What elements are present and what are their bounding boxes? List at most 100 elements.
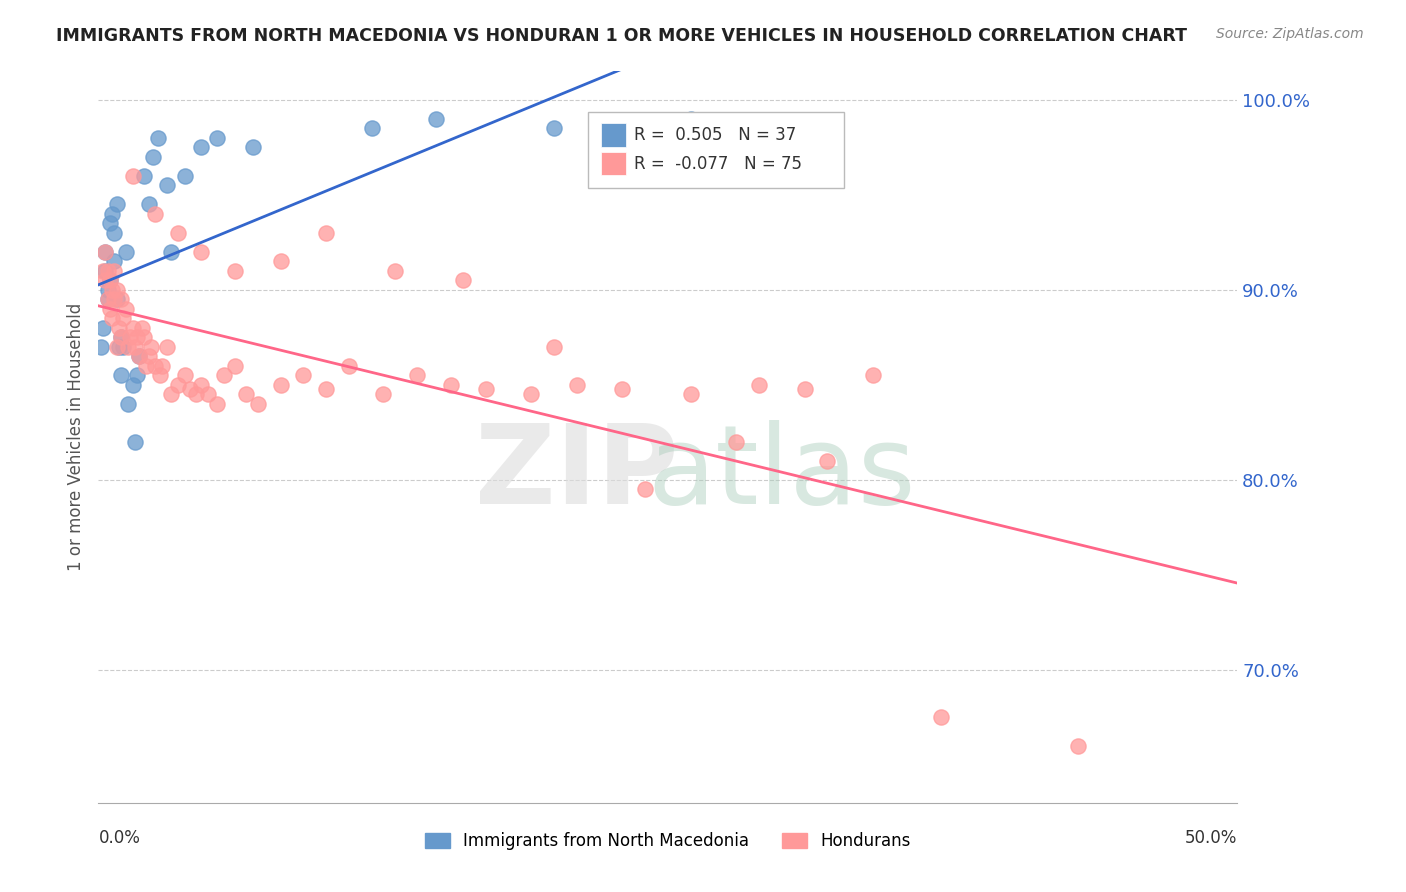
Point (112, 311, 135, 326)
Text: IMMIGRANTS FROM NORTH MACEDONIA VS HONDURAN 1 OR MORE VEHICLES IN HOUSEHOLD CORR: IMMIGRANTS FROM NORTH MACEDONIA VS HONDU… (56, 27, 1187, 45)
Text: Source: ZipAtlas.com: Source: ZipAtlas.com (1216, 27, 1364, 41)
Point (425, 112, 447, 126)
Point (117, 397, 139, 411)
Legend: Immigrants from North Macedonia, Hondurans: Immigrants from North Macedonia, Hondura… (418, 825, 918, 856)
Point (160, 387, 183, 401)
Point (124, 340, 146, 354)
Point (145, 207, 167, 221)
Text: 50.0%: 50.0% (1185, 829, 1237, 847)
Point (110, 330, 132, 344)
Point (98, 273, 121, 287)
Point (156, 178, 179, 193)
Bar (600, 123, 626, 146)
Point (108, 321, 131, 335)
Point (120, 330, 142, 344)
Point (371, 387, 394, 401)
Point (451, 273, 474, 287)
Text: R =  0.505   N = 37: R = 0.505 N = 37 (634, 126, 796, 144)
Point (384, 264, 406, 278)
Point (190, 244, 212, 259)
Point (132, 330, 155, 344)
Point (186, 387, 208, 401)
Point (793, 382, 815, 396)
Y-axis label: 1 or more Vehicles in Household: 1 or more Vehicles in Household (66, 303, 84, 571)
Point (131, 321, 153, 335)
Point (167, 377, 190, 392)
Point (121, 321, 143, 335)
Point (90, 340, 112, 354)
Point (110, 368, 132, 383)
Point (190, 377, 212, 392)
Point (91, 264, 114, 278)
Point (862, 368, 884, 383)
Bar (600, 152, 626, 175)
Point (96, 293, 118, 307)
Point (748, 377, 770, 392)
Text: R =  -0.077   N = 75: R = -0.077 N = 75 (634, 154, 801, 172)
Point (337, 359, 360, 373)
Point (112, 340, 135, 354)
Point (96, 283, 118, 297)
Point (474, 382, 496, 396)
Point (103, 293, 125, 307)
Point (167, 226, 190, 240)
Point (174, 169, 197, 183)
Point (565, 377, 588, 392)
Point (174, 368, 197, 383)
Text: 0.0%: 0.0% (98, 829, 141, 847)
Point (242, 140, 264, 154)
Point (101, 207, 124, 221)
Point (96, 264, 118, 278)
Point (114, 244, 136, 259)
Point (246, 397, 269, 411)
Point (205, 131, 228, 145)
Point (190, 140, 212, 154)
Point (108, 340, 131, 354)
Point (105, 197, 128, 211)
Point (94, 244, 117, 259)
Point (101, 283, 124, 297)
Point (110, 293, 132, 307)
Point (105, 283, 128, 297)
Point (94, 273, 117, 287)
Point (98, 301, 121, 316)
Point (224, 264, 246, 278)
Point (634, 483, 657, 497)
Point (105, 293, 128, 307)
Point (406, 368, 429, 383)
Point (224, 359, 246, 373)
Point (103, 254, 125, 268)
Point (679, 112, 702, 126)
Point (270, 254, 292, 268)
Point (235, 387, 257, 401)
Point (128, 349, 150, 363)
Text: atlas: atlas (648, 420, 915, 527)
Point (292, 368, 315, 383)
FancyBboxPatch shape (588, 112, 845, 188)
Text: ZIP: ZIP (475, 420, 679, 527)
Point (197, 387, 219, 401)
Point (135, 359, 157, 373)
Point (139, 340, 162, 354)
Point (212, 368, 235, 383)
Point (179, 382, 201, 396)
Point (103, 226, 125, 240)
Point (160, 244, 183, 259)
Point (124, 434, 146, 449)
Point (725, 434, 748, 449)
Point (315, 226, 337, 240)
Point (114, 301, 136, 316)
Point (117, 340, 139, 354)
Point (121, 377, 143, 392)
Point (138, 197, 160, 211)
Point (145, 359, 167, 373)
Point (94, 244, 117, 259)
Point (127, 368, 149, 383)
Point (101, 311, 124, 326)
Point (105, 340, 128, 354)
Point (315, 382, 337, 396)
Point (91, 321, 114, 335)
Point (149, 368, 172, 383)
Point (121, 169, 143, 183)
Point (146, 131, 169, 145)
